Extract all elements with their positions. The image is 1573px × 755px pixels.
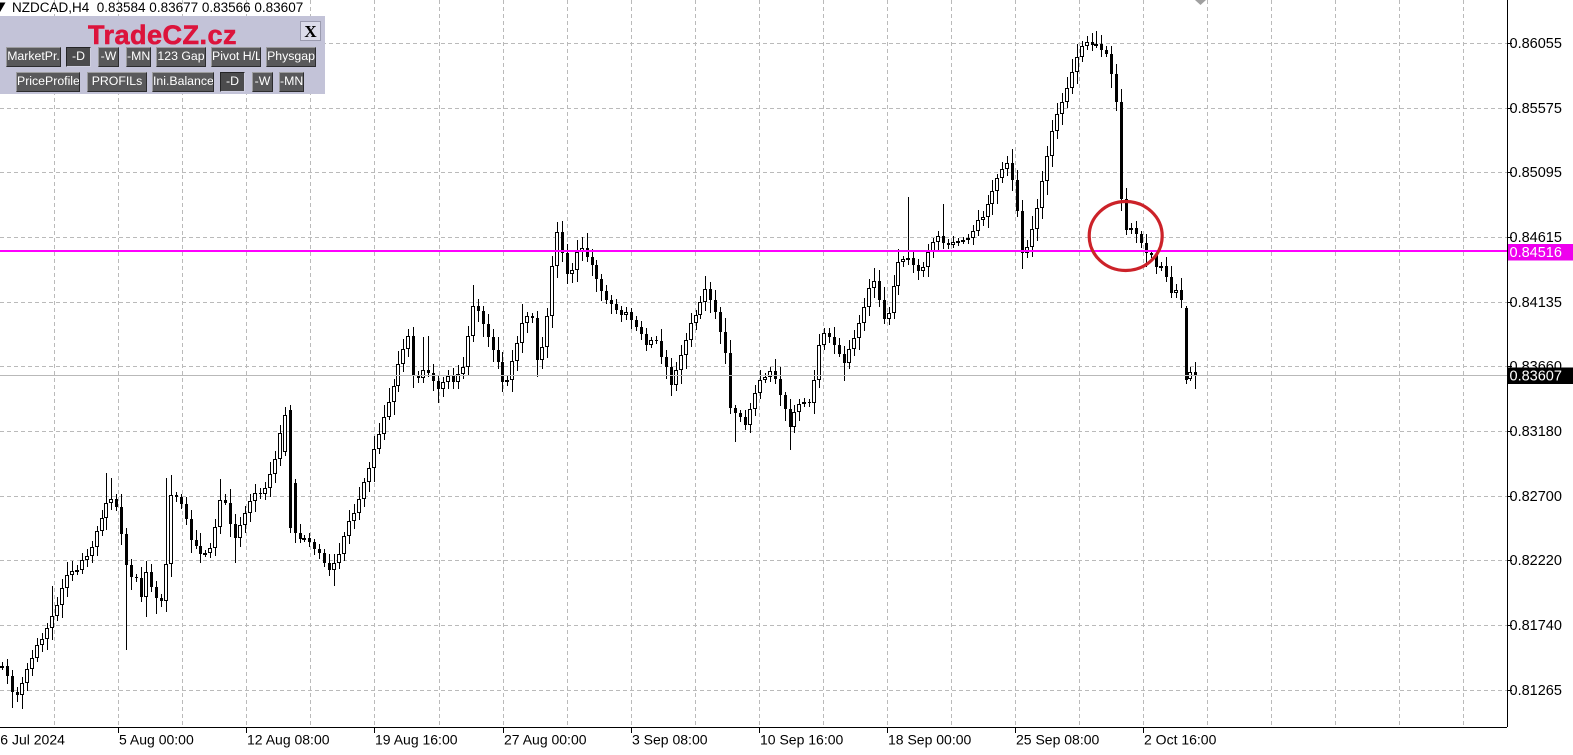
svg-text:0.82700: 0.82700 [1510,489,1562,505]
svg-text:0.81740: 0.81740 [1510,618,1562,634]
svg-text:0.85575: 0.85575 [1510,101,1562,117]
svg-text:3 Sep 08:00: 3 Sep 08:00 [632,732,708,748]
svg-text:0.81265: 0.81265 [1510,683,1562,699]
svg-text:0.85095: 0.85095 [1510,165,1562,181]
svg-text:25 Sep 08:00: 25 Sep 08:00 [1016,732,1100,748]
svg-text:5 Aug 00:00: 5 Aug 00:00 [119,732,194,748]
svg-text:0.82220: 0.82220 [1510,553,1562,569]
svg-text:27 Aug 00:00: 27 Aug 00:00 [504,732,587,748]
svg-text:0.83607: 0.83607 [1510,369,1562,385]
svg-text:18 Sep 00:00: 18 Sep 00:00 [888,732,972,748]
svg-text:0.84516: 0.84516 [1510,245,1562,261]
svg-text:0.86055: 0.86055 [1510,36,1562,52]
svg-text:10 Sep 16:00: 10 Sep 16:00 [760,732,844,748]
svg-text:0.83180: 0.83180 [1510,424,1562,440]
svg-text:26 Jul 2024: 26 Jul 2024 [0,732,65,748]
svg-text:19 Aug 16:00: 19 Aug 16:00 [375,732,458,748]
svg-text:0.84135: 0.84135 [1510,295,1562,311]
svg-text:12 Aug 08:00: 12 Aug 08:00 [247,732,330,748]
svg-text:2 Oct 16:00: 2 Oct 16:00 [1144,732,1217,748]
svg-text:0.84615: 0.84615 [1510,230,1562,246]
